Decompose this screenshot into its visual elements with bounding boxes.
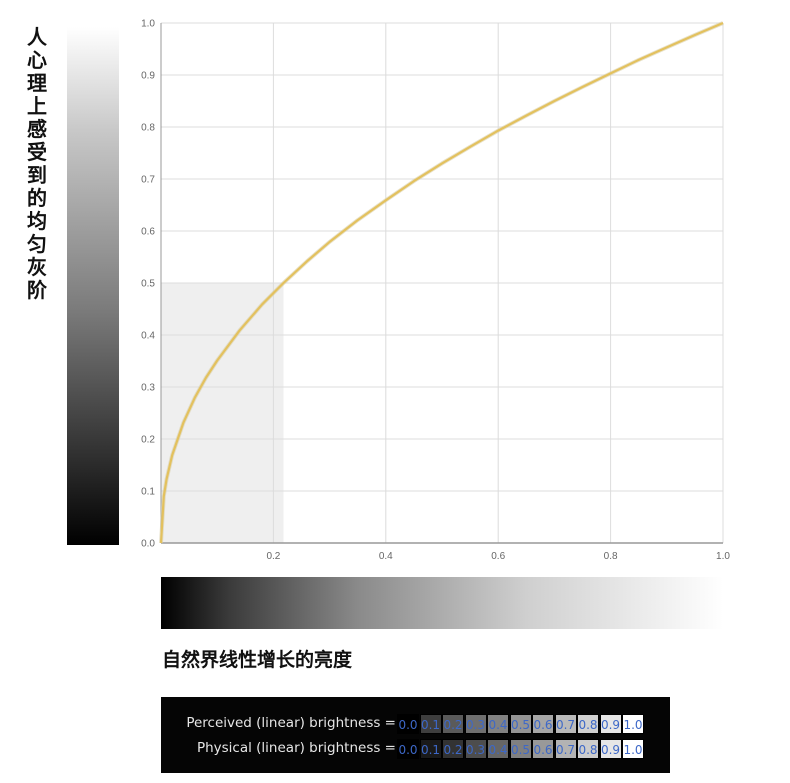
y-tick-label: 0.2 (141, 435, 155, 446)
vertical-gray-gradient (67, 27, 119, 545)
y-tick-label: 0.6 (141, 227, 155, 238)
physical-brightness-label: Physical (linear) brightness = (196, 740, 396, 756)
y-axis-label-char: 阶 (27, 278, 47, 302)
y-axis-label-char: 感 (27, 117, 47, 141)
brightness-cell: 0.6 (532, 714, 554, 734)
brightness-cell: 0.1 (419, 739, 442, 759)
y-axis-label-char: 均 (27, 209, 47, 233)
y-axis-label-char: 灰 (27, 255, 47, 279)
brightness-cell: 0.0 (397, 739, 419, 759)
y-axis-label-char: 匀 (27, 232, 47, 256)
brightness-cell: 0.4 (487, 714, 509, 734)
brightness-cell: 1.0 (622, 714, 644, 734)
chart: 0.0 0.1 0.2 0.3 0.4 0.5 0.6 0.7 0.8 0.9 1.0 0.2 0.4 0… (141, 19, 730, 563)
y-tick-label: 0.9 (141, 71, 155, 82)
brightness-cell: 0.8 (577, 714, 599, 734)
y-axis-label-char: 人 (27, 25, 47, 49)
y-tick-label: 1.0 (141, 19, 155, 30)
brightness-cell: 0.8 (577, 739, 599, 759)
y-tick-label: 0.3 (141, 383, 155, 394)
y-tick-label: 0.7 (141, 175, 155, 186)
x-tick-label: 0.8 (604, 551, 618, 562)
brightness-cell: 0.7 (554, 714, 577, 734)
brightness-cell: 0.0 (397, 714, 419, 734)
x-tick-label: 0.2 (266, 551, 280, 562)
brightness-cell: 0.7 (554, 739, 577, 759)
x-axis-label: 自然界线性增长的亮度 (162, 649, 353, 671)
brightness-cell: 1.0 (622, 739, 644, 759)
x-tick-label: 1.0 (716, 551, 730, 562)
perceived-brightness-row: Perceived (linear) brightness = 0.0 0.1 0.… (161, 714, 670, 734)
brightness-cell: 0.3 (464, 739, 487, 759)
y-axis-label-char: 受 (27, 140, 47, 164)
brightness-cell: 0.5 (509, 739, 532, 759)
horizontal-gray-gradient (161, 577, 723, 629)
brightness-cell: 0.9 (599, 714, 622, 734)
brightness-cell: 0.2 (442, 739, 464, 759)
highlight-region (161, 283, 284, 543)
y-tick-label: 0.0 (141, 539, 155, 550)
y-tick-label: 0.1 (141, 487, 155, 498)
x-tick-label: 0.6 (491, 551, 505, 562)
y-axis-label-char: 到 (27, 163, 47, 187)
brightness-cell: 0.4 (487, 739, 509, 759)
brightness-cell: 0.1 (419, 714, 442, 734)
physical-brightness-row: Physical (linear) brightness = 0.0 0.1 0.2… (161, 739, 670, 759)
y-tick-label: 0.8 (141, 123, 155, 134)
y-axis-label-char: 心 (27, 48, 47, 72)
brightness-cell: 0.3 (464, 714, 487, 734)
brightness-cell: 0.9 (599, 739, 622, 759)
brightness-cell: 0.2 (442, 714, 464, 734)
brightness-cell: 0.5 (509, 714, 532, 734)
x-tick-label: 0.4 (379, 551, 393, 562)
y-axis-label: 人心理上感受到的均匀灰阶 (20, 26, 54, 302)
y-axis-label-char: 理 (27, 71, 47, 95)
brightness-comparison-panel: Perceived (linear) brightness = 0.0 0.1 0.… (161, 697, 670, 773)
perceived-brightness-label: Perceived (linear) brightness = (186, 715, 396, 731)
series-line (159, 21, 724, 544)
y-tick-label: 0.5 (141, 279, 155, 290)
y-axis-label-char: 上 (27, 94, 47, 118)
brightness-cell: 0.6 (532, 739, 554, 759)
y-tick-label: 0.4 (141, 331, 155, 342)
y-axis-label-char: 的 (27, 186, 47, 210)
